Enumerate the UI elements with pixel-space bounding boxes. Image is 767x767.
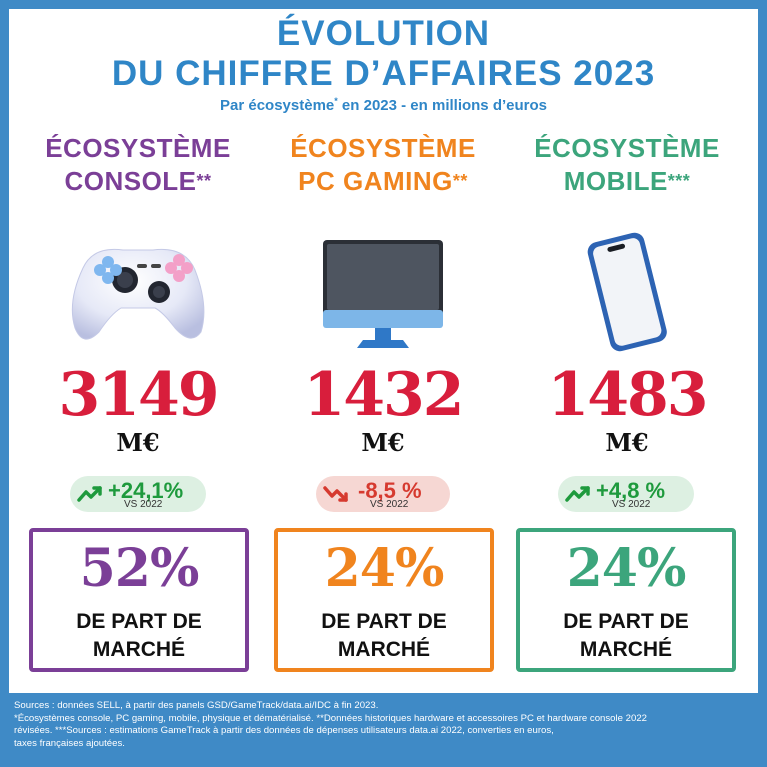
column-pc-gaming: ÉCOSYSTÈME PC GAMING** 1432 M€ -8,5 % VS… — [258, 0, 508, 700]
ecosystem-footnote-mark: ** — [452, 171, 468, 191]
subtitle-footnote-mark: * — [334, 96, 338, 106]
change-badge-up: +24,1% VS 2022 — [70, 476, 206, 512]
ecosystem-line1: ÉCOSYSTÈME — [534, 133, 720, 163]
ecosystem-footnote-mark: *** — [667, 171, 691, 191]
ecosystem-heading-mobile: ÉCOSYSTÈME MOBILE*** — [502, 132, 752, 198]
subtitle-text-a: Par écosystème — [220, 97, 335, 114]
market-share-label-line2: MARCHÉ — [337, 638, 431, 661]
trend-up-icon — [77, 486, 102, 502]
ecosystem-line2: MOBILE*** — [502, 165, 752, 198]
revenue-value: 3149 — [58, 360, 220, 430]
market-share-label-line1: DE PART DE — [76, 610, 202, 633]
change-comparison: VS 2022 — [124, 499, 163, 510]
ecosystem-name: MOBILE — [563, 166, 668, 196]
revenue-unit: M€ — [605, 428, 649, 457]
market-share-label: DE PART DE MARCHÉ — [520, 608, 732, 664]
revenue-value: 1483 — [547, 360, 709, 430]
subtitle: Par écosystème* en 2023 - en millions d’… — [0, 96, 767, 114]
subtitle-text-b: en 2023 - en millions d’euros — [337, 97, 547, 114]
change-value: +24,1% — [108, 478, 184, 503]
column-mobile: ÉCOSYSTÈME MOBILE*** 1483 M€ +4,8 % VS 2… — [502, 0, 752, 700]
smartphone-icon — [587, 232, 667, 352]
change-badge-up: +4,8 % VS 2022 — [558, 476, 694, 512]
ecosystem-heading-console: ÉCOSYSTÈME CONSOLE** — [13, 132, 263, 198]
market-share-value: 24% — [566, 538, 687, 599]
market-share-label-line1: DE PART DE — [563, 610, 689, 633]
ecosystem-heading-pc: ÉCOSYSTÈME PC GAMING** — [258, 132, 508, 198]
gamepad-icon — [71, 248, 205, 340]
market-share-label: DE PART DE MARCHÉ — [33, 608, 245, 664]
market-share-card: 24% DE PART DE MARCHÉ — [516, 528, 736, 672]
market-share-card: 52% DE PART DE MARCHÉ — [29, 528, 249, 672]
change-value: -8,5 % — [358, 478, 422, 503]
market-share-label-line2: MARCHÉ — [92, 638, 186, 661]
change-badge-down: -8,5 % VS 2022 — [316, 476, 450, 512]
footnotes: Sources : données SELL, à partir des pan… — [14, 700, 759, 750]
footnote-line-4: taxes françaises ajoutées. — [14, 737, 125, 749]
market-share-value: 52% — [79, 538, 200, 599]
market-share-label: DE PART DE MARCHÉ — [278, 608, 490, 664]
market-share-card: 24% DE PART DE MARCHÉ — [274, 528, 494, 672]
change-comparison: VS 2022 — [612, 499, 651, 510]
trend-down-icon — [323, 486, 348, 502]
change-comparison: VS 2022 — [370, 499, 409, 510]
ecosystem-line2: CONSOLE** — [13, 165, 263, 198]
ecosystem-name: CONSOLE — [64, 166, 197, 196]
column-console: ÉCOSYSTÈME CONSOLE** 3149 M€ — [13, 0, 263, 700]
monitor-icon — [323, 240, 443, 348]
trend-up-icon — [565, 486, 590, 502]
ecosystem-footnote-mark: ** — [196, 171, 212, 191]
ecosystem-line1: ÉCOSYSTÈME — [290, 133, 476, 163]
revenue-value: 1432 — [303, 360, 465, 430]
ecosystem-line2: PC GAMING** — [258, 165, 508, 198]
title-line-1: ÉVOLUTION — [276, 14, 491, 53]
footnote-sources: Sources : données SELL, à partir des pan… — [14, 700, 379, 711]
market-share-label-line2: MARCHÉ — [579, 638, 673, 661]
footnote-line-3: révisées. ***Sources : estimations GameT… — [14, 725, 554, 736]
revenue-unit: M€ — [116, 428, 160, 457]
title-line-2: DU CHIFFRE D’AFFAIRES 2023 — [111, 54, 656, 93]
market-share-value: 24% — [324, 538, 445, 599]
change-value: +4,8 % — [596, 478, 666, 503]
market-share-label-line1: DE PART DE — [321, 610, 447, 633]
ecosystem-line1: ÉCOSYSTÈME — [45, 133, 231, 163]
footnote-line-2: *Écosystèmes console, PC gaming, mobile,… — [14, 712, 647, 724]
revenue-unit: M€ — [361, 428, 405, 457]
ecosystem-name: PC GAMING — [298, 166, 453, 196]
